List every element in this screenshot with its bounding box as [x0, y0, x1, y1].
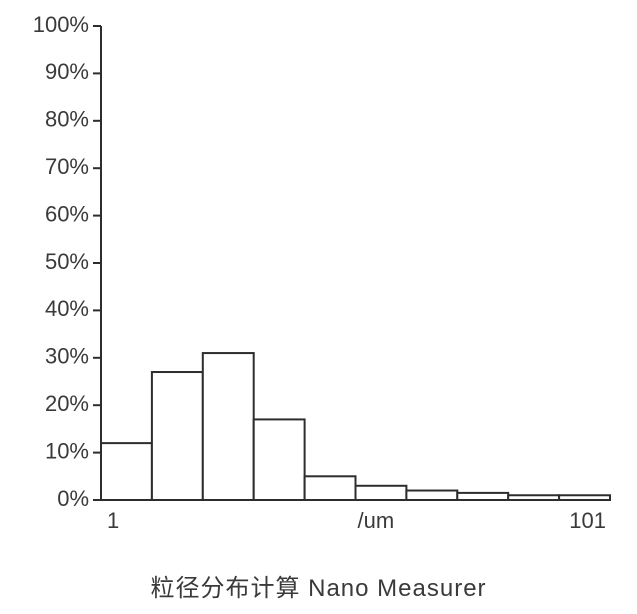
- histogram-bar: [457, 493, 508, 500]
- y-tick-label: 90%: [45, 59, 89, 84]
- histogram-bar: [559, 495, 610, 500]
- y-tick-label: 100%: [33, 12, 89, 37]
- histogram-bar: [356, 486, 407, 500]
- y-tick-label: 0%: [57, 486, 89, 511]
- y-tick-label: 30%: [45, 344, 89, 369]
- y-tick-label: 10%: [45, 438, 89, 463]
- histogram-bar: [152, 372, 203, 500]
- x-start-label: 1: [107, 508, 119, 533]
- histogram-bar: [508, 495, 559, 500]
- y-tick-label: 40%: [45, 296, 89, 321]
- histogram-chart: 0% 10% 20% 30% 40% 50% 60% 70% 80% 90% 100% 1 101/um…: [0, 0, 637, 614]
- chart-svg: 0% 10% 20% 30% 40% 50% 60% 70% 80% 90% 100% 1 101/um: [0, 0, 637, 614]
- y-tick-label: 20%: [45, 391, 89, 416]
- y-tick-label: 50%: [45, 249, 89, 274]
- y-tick-label: 70%: [45, 154, 89, 179]
- histogram-bar: [305, 476, 356, 500]
- x-end-label: 101: [569, 508, 606, 533]
- histogram-bar: [203, 353, 254, 500]
- y-tick-label: 60%: [45, 201, 89, 226]
- y-tick-label: 80%: [45, 107, 89, 132]
- x-axis-label: /um: [358, 508, 395, 533]
- chart-bg: [0, 0, 637, 614]
- chart-caption: 粒径分布计算 Nano Measurer: [0, 568, 637, 603]
- histogram-bar: [101, 443, 152, 500]
- histogram-bar: [406, 491, 457, 500]
- histogram-bar: [254, 419, 305, 500]
